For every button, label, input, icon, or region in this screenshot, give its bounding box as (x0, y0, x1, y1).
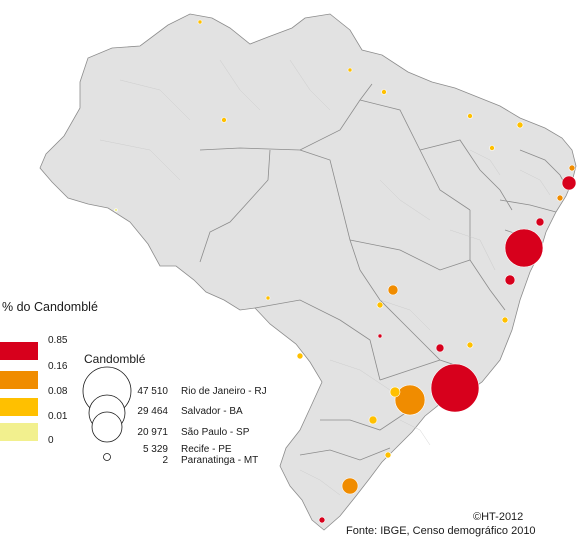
legend-size-value: 29 464 (137, 406, 168, 417)
circle-florianopolis[interactable] (384, 451, 392, 459)
circle-goiania[interactable] (376, 301, 384, 309)
legend-size-value: 2 (162, 455, 168, 466)
circle-vitoria[interactable] (501, 316, 509, 324)
legend-size-city: Paranatinga - MT (181, 455, 259, 466)
circle-manaus[interactable] (221, 117, 227, 123)
circle-porto-alegre[interactable] (341, 477, 359, 495)
legend-swatch-0.08 (0, 398, 38, 416)
map-credit: ©HT-2012 (473, 511, 524, 523)
municipal-borders (99, 59, 551, 496)
circle-sao-luis[interactable] (467, 113, 473, 119)
legend-circle-paranatinga (103, 453, 111, 461)
map-source: Fonte: IBGE, Censo demográfico 2010 (346, 525, 536, 537)
circle-macapa[interactable] (347, 67, 353, 73)
circle-joao-pessoa[interactable] (568, 164, 576, 172)
circle-recife[interactable] (561, 175, 577, 191)
legend-size-value: 47 510 (137, 386, 168, 397)
circle-ipatinga[interactable] (466, 341, 474, 349)
legend-size-city: Recife - PE (181, 444, 232, 455)
circle-porto-velho[interactable] (114, 208, 118, 212)
legend-percent-label: 0.85 (48, 335, 68, 346)
legend-percent-label: 0 (48, 435, 54, 446)
candomble-circles (114, 19, 577, 524)
legend-size-value: 5 329 (142, 444, 168, 455)
circle-feira[interactable] (504, 274, 516, 286)
legend-percent-label: 0.01 (48, 411, 68, 422)
circle-cuiaba[interactable] (265, 295, 271, 301)
legend-size-title: Candomblé (84, 352, 146, 366)
legend-circle-sao-paulo (91, 411, 123, 443)
circle-salvador[interactable] (504, 228, 544, 268)
state-borders (199, 83, 569, 461)
legend-swatch-0.85 (0, 342, 38, 360)
legend-size-city: Salvador - BA (181, 406, 243, 417)
legend-size-city: Rio de Janeiro - RJ (181, 386, 267, 397)
circle-sao-paulo[interactable] (394, 384, 426, 416)
legend-swatch-0.16 (0, 371, 38, 389)
legend-percent-label: 0.16 (48, 361, 68, 372)
circle-pelotas[interactable] (318, 516, 326, 524)
circle-uberlandia[interactable] (377, 333, 383, 339)
circle-campo-grande[interactable] (296, 352, 304, 360)
legend-percent-title: % do Candomblé (2, 300, 98, 314)
legend-size-city: São Paulo - SP (181, 427, 250, 438)
circle-maceio[interactable] (556, 194, 564, 202)
circle-rio-de-janeiro[interactable] (430, 363, 480, 413)
circle-belem[interactable] (381, 89, 387, 95)
circle-curitiba[interactable] (368, 415, 378, 425)
circle-campinas[interactable] (389, 386, 401, 398)
circle-boa-vista[interactable] (197, 19, 203, 25)
circle-brasilia[interactable] (387, 284, 399, 296)
legend-percent-label: 0.08 (48, 386, 68, 397)
circle-aracaju[interactable] (535, 217, 545, 227)
circle-bh[interactable] (435, 343, 445, 353)
circle-fortaleza[interactable] (516, 121, 524, 129)
circle-teresina[interactable] (489, 145, 495, 151)
legend-size-value: 20 971 (137, 427, 168, 438)
legend-swatch-0.01 (0, 423, 38, 441)
